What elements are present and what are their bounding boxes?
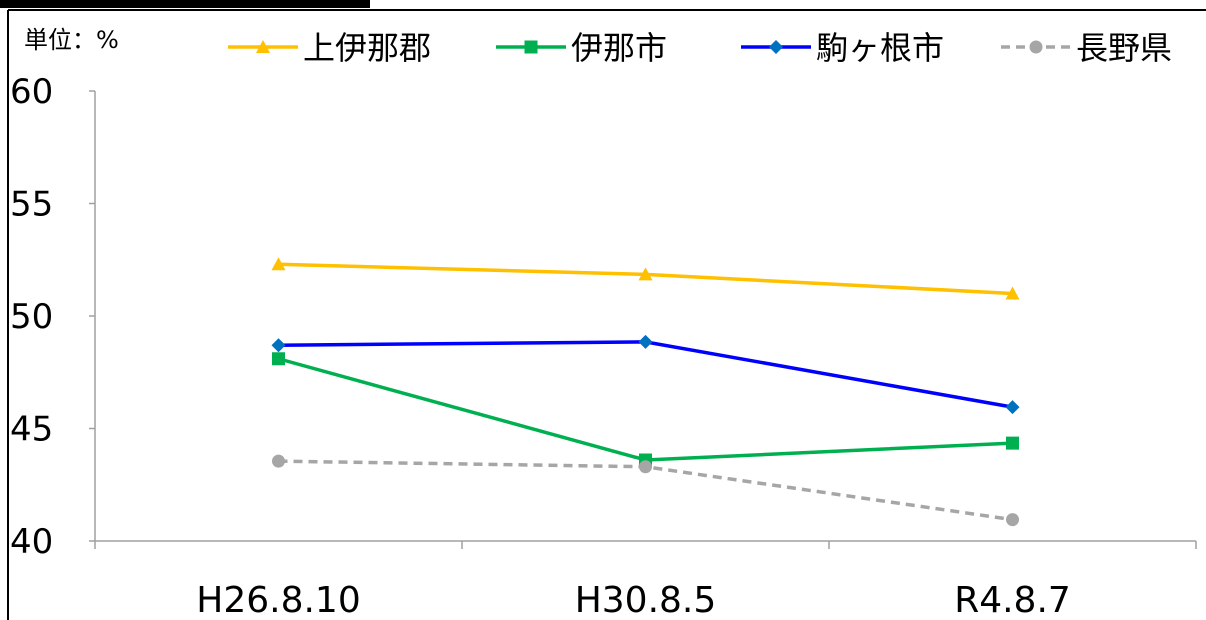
x-tick-label: H26.8.10 bbox=[196, 580, 360, 620]
data-point bbox=[271, 338, 286, 353]
data-point bbox=[1006, 436, 1019, 450]
data-point bbox=[272, 454, 285, 468]
unit-label: 単位：% bbox=[24, 26, 119, 54]
data-point bbox=[271, 257, 286, 271]
x-axis: H26.8.10 H30.8.5 R4.8.7 bbox=[94, 540, 1197, 620]
legend-marker bbox=[524, 40, 538, 54]
y-tick-label: 40 bbox=[10, 522, 53, 562]
legend-marker bbox=[1029, 40, 1043, 54]
series-line bbox=[278, 357, 1013, 462]
legend-label: 上伊那郡 bbox=[303, 29, 431, 67]
legend: 上伊那郡 伊那市 駒ヶ根市 長野県 bbox=[228, 29, 1172, 67]
data-point bbox=[638, 334, 653, 349]
title-bar-remnant bbox=[0, 0, 370, 8]
data-point bbox=[638, 267, 653, 281]
data-point bbox=[1005, 286, 1020, 300]
data-point bbox=[639, 460, 652, 474]
y-tick-label: 60 bbox=[10, 72, 53, 112]
data-point bbox=[1006, 513, 1019, 527]
y-tick-label: 55 bbox=[10, 185, 53, 225]
data-point bbox=[1005, 400, 1020, 415]
legend-marker bbox=[256, 40, 270, 53]
x-tick-label: R4.8.7 bbox=[954, 580, 1071, 620]
legend-label: 伊那市 bbox=[571, 29, 667, 67]
series-line bbox=[278, 340, 1013, 409]
y-axis: 60 55 50 45 40 bbox=[10, 72, 96, 562]
legend-marker bbox=[769, 40, 783, 54]
legend-label: 長野県 bbox=[1076, 29, 1172, 67]
y-tick-label: 45 bbox=[10, 410, 53, 450]
x-tick-label: H30.8.5 bbox=[575, 580, 717, 620]
legend-label: 駒ヶ根市 bbox=[816, 29, 944, 67]
y-tick-label: 50 bbox=[10, 297, 53, 337]
data-point bbox=[272, 352, 285, 366]
plot-area bbox=[271, 257, 1020, 527]
